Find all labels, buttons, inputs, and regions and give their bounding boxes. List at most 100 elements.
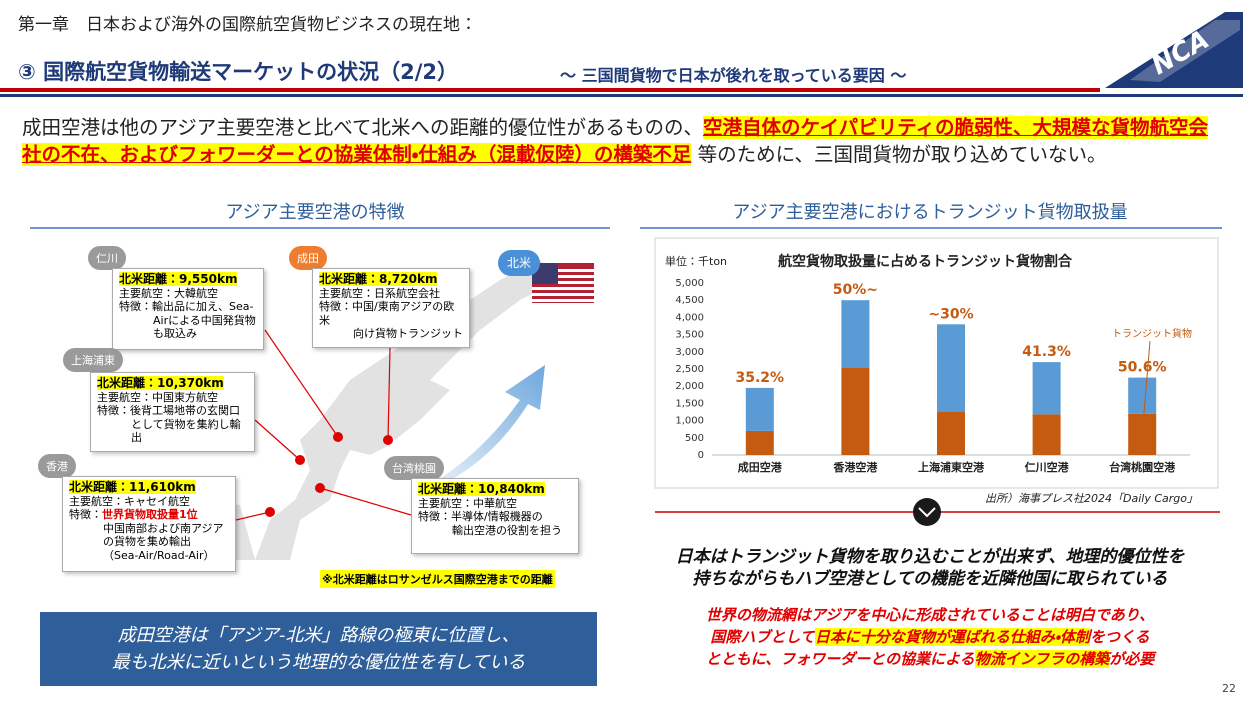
callout-box: [40, 612, 597, 686]
y-tick-label: 1,500: [675, 398, 704, 409]
card-line: 北米距離：8,720km: [319, 272, 463, 287]
distance: 北米距離：11,610km: [69, 480, 196, 494]
distance: 北米距離：8,720km: [319, 272, 438, 286]
legend-label: トランジット貨物: [1112, 327, 1192, 340]
airport-card: 北米距離：10,840km 主要航空：中華航空 特徴：半導体/情報機器の 輸出空港の役…: [411, 478, 579, 554]
distance: 北米距離：10,370km: [97, 376, 224, 390]
feature-text: Airによる中国発貨物: [153, 313, 256, 327]
feature-text: 特徴：中国/東南アジアの欧米: [319, 300, 455, 327]
x-tick-label: 香港空港: [832, 460, 878, 474]
annotation: ~30%: [928, 306, 973, 322]
airport-card: 北米距離：10,370km 主要航空：中国東方航空 特徴：後背工場地帯の玄関口 として…: [90, 372, 255, 452]
bar-segment: [745, 430, 774, 455]
bar-segment: [1032, 362, 1061, 415]
x-tick-label: 上海浦東空港: [918, 460, 985, 474]
feature-text: も取込み: [153, 327, 197, 340]
airline: 主要航空：中華航空: [418, 496, 517, 510]
conclusion-line: 持ちながらもハブ空港としての機能を近隣他国に取られている: [692, 569, 1168, 589]
y-tick-label: 0: [698, 450, 704, 461]
y-tick-label: 2,500: [675, 364, 704, 375]
chevron-circle: [913, 498, 941, 526]
action-text: 国際ハブとして: [710, 628, 815, 646]
section-heading: アジア主要空港におけるトランジット貨物取扱量: [732, 202, 1128, 223]
airport-tag: 上海浦東: [63, 348, 123, 372]
bar-segment: [1128, 377, 1157, 414]
distance: 北米距離：9,550km: [119, 272, 238, 286]
ranking: 世界貨物取扱量1位: [102, 508, 198, 521]
airport-tag: 仁川: [88, 246, 126, 270]
y-tick-label: 500: [685, 433, 704, 444]
x-tick-label: 台湾桃園空港: [1109, 460, 1176, 474]
airline: 主要航空：中国東方航空: [97, 390, 218, 404]
action-text: とともに、フォワーダーとの協業による: [705, 650, 975, 668]
callout: 成田空港は「アジア-北米」路線の極東に位置し、 最も北米に近いという地理的な優位…: [40, 622, 597, 676]
legend-leader: [1141, 340, 1151, 435]
annotation: 41.3%: [1022, 344, 1071, 360]
action-text: 物流インフラの構築: [974, 650, 1110, 668]
header-rule-blue: [0, 94, 1243, 97]
x-tick-label: 成田空港: [738, 460, 783, 474]
feature: も取込み: [119, 327, 257, 341]
actions: 世界の物流網はアジアを中心に形成されていることは明白であり、国際ハブとして日本に…: [640, 604, 1220, 670]
distance: 北米距離：10,840km: [418, 482, 545, 496]
callout-line: 成田空港は「アジア-北米」路線の極東に位置し、: [117, 625, 520, 646]
feature: Airによる中国発貨物: [119, 314, 257, 328]
airline: 主要航空：大韓航空: [119, 286, 218, 300]
chevron: [918, 507, 936, 518]
logo-shape: [1105, 12, 1243, 88]
feature-text: として貨物を集約し輸出: [131, 417, 241, 445]
title: ③ 国際航空貨物輸送マーケットの状況（2/2）: [18, 60, 458, 84]
y-tick-label: 4,000: [675, 312, 704, 323]
intro: 成田空港は他のアジア主要空港と比べて北米への距離的優位性があるものの、空港自体の…: [22, 114, 1227, 168]
annotation: 50.6%: [1118, 360, 1167, 376]
callout-line: 最も北米に近いという地理的な優位性を有している: [111, 652, 526, 673]
connector-lines: [235, 329, 412, 521]
airport-card: 北米距離：9,550km 主要航空：大韓航空 特徴：輸出品に加え、Sea- Airによ…: [112, 268, 264, 350]
conclusion: 日本はトランジット貨物を取り込むことが出来ず、地理的優位性を 持ちながらもハブ空…: [640, 546, 1220, 590]
bar-segment: [1032, 414, 1061, 455]
feature-text: （Sea-Air/Road-Air）: [103, 548, 215, 562]
airport-card: 北米距離：11,610km 主要航空：キャセイ航空 特徴：世界貨物取扱量1位 中国南部…: [62, 476, 236, 572]
chart: 航空貨物取扱量に占めるトランジット貨物割合 単位：千ton 0 500 1,000 1,5…: [665, 253, 1192, 474]
bar-segment: [841, 300, 870, 368]
chapter: 第一章 日本および海外の国際航空貨物ビジネスの現在地：: [18, 15, 477, 35]
action-text: 世界の物流網はアジアを中心に形成されていることは明白であり、: [705, 606, 1155, 624]
feature: （Sea-Air/Road-Air）: [69, 549, 229, 563]
action-text: をつくる: [1089, 628, 1150, 646]
destination-tag: 北米: [498, 250, 540, 276]
note: ※北米距離はロサンゼルス国際空港までの距離: [320, 570, 555, 588]
us-flag: [532, 263, 594, 303]
y-tick-label: 1,000: [675, 416, 704, 427]
subtitle: ～ 三国間貨物で日本が後れを取っている要因 ～: [560, 66, 907, 85]
x-tick-label: 仁川空港: [1025, 460, 1070, 474]
feature: として貨物を集約し輸出: [97, 418, 248, 445]
conclusion-line: 日本はトランジット貨物を取り込むことが出来ず、地理的優位性を: [675, 547, 1185, 567]
y-tick-label: 3,500: [675, 330, 704, 341]
card-line: 北米距離：11,610km: [69, 480, 229, 495]
feature: 特徴：世界貨物取扱量1位: [69, 508, 229, 522]
bar-segment: [841, 367, 870, 455]
airport-card: 北米距離：8,720km 主要航空：日系航空会社 特徴：中国/東南アジアの欧米 向け貨…: [312, 268, 470, 348]
intro-text: 成田空港は他のアジア主要空港と比べて北米への距離的優位性があるものの、: [22, 116, 703, 139]
annotation: 50%~: [833, 282, 878, 298]
airline: 主要航空：キャセイ航空: [69, 494, 190, 508]
feature: 輸出空港の役割を担う: [418, 524, 572, 538]
action-line: 世界の物流網はアジアを中心に形成されていることは明白であり、: [640, 604, 1220, 626]
y-tick-label: 4,500: [675, 295, 704, 306]
feature: の貨物を集め輸出: [69, 535, 229, 549]
airport-tag: 香港: [38, 454, 76, 478]
y-tick-label: 3,000: [675, 347, 704, 358]
feature: 特徴：中国/東南アジアの欧米: [319, 300, 463, 327]
action-line: 国際ハブとして日本に十分な貨物が運ばれる仕組み・体制をつくる: [640, 626, 1220, 648]
feature: 特徴：後背工場地帯の玄関口: [97, 404, 248, 418]
action-line: とともに、フォワーダーとの協業による物流インフラの構築が必要: [640, 648, 1220, 670]
feature: 中国南部および南アジア: [69, 522, 229, 536]
card-line: 北米距離：9,550km: [119, 272, 257, 287]
card-line: 北米距離：10,840km: [418, 482, 572, 497]
bar-segment: [745, 387, 774, 431]
action-text: 日本に十分な貨物が運ばれる仕組み・体制: [814, 628, 1090, 646]
section-heading: アジア主要空港の特徴: [225, 202, 405, 223]
feature-text: 中国南部および南アジア: [103, 521, 224, 535]
bar-segment: [937, 324, 965, 412]
